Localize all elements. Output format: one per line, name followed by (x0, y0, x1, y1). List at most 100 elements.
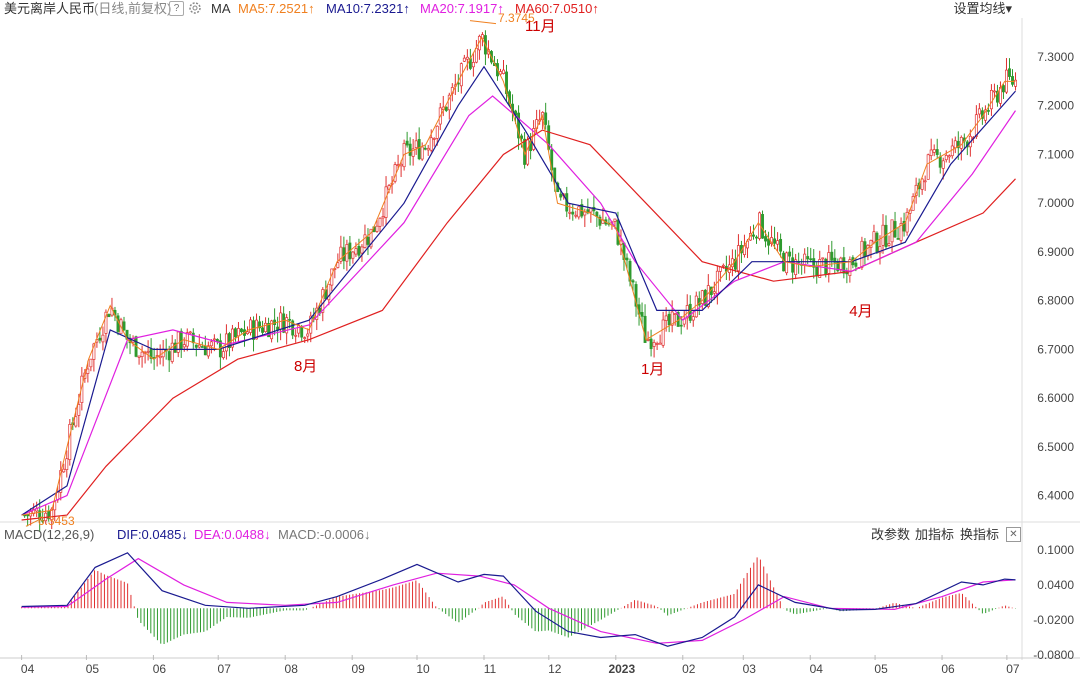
candle-body (869, 239, 873, 248)
candle-body (505, 71, 508, 95)
candle-body (673, 313, 677, 315)
candle-body (926, 154, 930, 180)
candle-body (568, 211, 572, 214)
ma5-value: MA5:7.2521↑ (238, 1, 315, 16)
candle-body (625, 257, 629, 261)
candle-body (336, 262, 340, 268)
candle-body (887, 243, 891, 246)
switch-indicator-button[interactable]: 换指标 (960, 527, 1000, 542)
candle-body (230, 328, 234, 348)
candle-body (288, 318, 292, 321)
candle-body (182, 344, 186, 348)
candle-body (941, 160, 945, 169)
candle-body (375, 225, 379, 232)
candle-body (101, 334, 105, 343)
candle-body (977, 108, 981, 115)
candle-body (197, 344, 201, 348)
candle-body (929, 149, 933, 156)
candle-body (89, 358, 93, 368)
candle-body (396, 164, 400, 166)
candle-body (303, 337, 307, 339)
candle-body (1002, 85, 1005, 93)
candle-body (806, 256, 810, 260)
candle-body (577, 206, 581, 218)
candle-body (116, 315, 120, 332)
candle-body (613, 218, 617, 222)
candle-body (547, 125, 551, 150)
candle-body (794, 259, 798, 275)
candle-body (571, 211, 575, 215)
candle-body (752, 234, 755, 237)
candle-body (595, 211, 599, 217)
candle-body (158, 355, 162, 359)
candle-body (179, 330, 183, 350)
candle-body (68, 424, 72, 460)
candle-body (679, 324, 683, 327)
candle-body (947, 155, 951, 158)
label-1month: 1月 (641, 361, 665, 379)
price-tick-label: 6.4000 (1037, 489, 1074, 503)
macd-dif: DIF:0.0485↓ (117, 527, 188, 542)
candle-body (773, 238, 777, 244)
candle-body (212, 338, 216, 341)
macd-dea: DEA:0.0488↓ (194, 527, 271, 542)
candle-body (384, 186, 388, 218)
candle-body (38, 510, 42, 521)
candle-body (670, 311, 674, 326)
candle-body (414, 140, 418, 149)
ma10-value: MA10:7.2321↑ (326, 1, 410, 16)
price-tick-label: 7.2000 (1037, 99, 1074, 113)
time-tick-label: 10 (416, 662, 430, 676)
macd-title: MACD(12,26,9) (4, 527, 95, 542)
candle-body (26, 514, 30, 517)
candle-body (366, 236, 370, 245)
candle-body (98, 337, 102, 341)
candle-body (959, 137, 963, 149)
candle-body (1011, 76, 1014, 85)
candle-body (809, 258, 813, 261)
candle-body (830, 251, 834, 261)
candle-body (74, 416, 78, 427)
candle-body (872, 231, 876, 243)
candle-body (706, 285, 710, 307)
candle-body (173, 342, 177, 353)
candle-body (992, 90, 996, 93)
candle-body (170, 342, 174, 362)
candle-body (721, 264, 725, 267)
candle-body (643, 315, 647, 343)
time-tick-label: 11 (484, 662, 497, 676)
change-params-button[interactable]: 改参数 (871, 527, 911, 542)
candle-body (249, 319, 252, 333)
candle-body (224, 333, 228, 352)
ma-label: MA (211, 1, 231, 16)
label-8month: 8月 (293, 358, 318, 376)
candle-body (649, 338, 653, 350)
candle-body (755, 236, 758, 239)
candle-body (146, 350, 150, 353)
candle-body (420, 146, 424, 160)
candle-body (137, 355, 141, 358)
candle-body (294, 334, 298, 337)
candle-body (86, 368, 90, 374)
candle-body (736, 245, 740, 272)
candle-body (233, 328, 237, 338)
candle-body (167, 351, 171, 361)
add-indicator-button[interactable]: 加指标 (915, 527, 955, 542)
candle-body (411, 148, 415, 157)
candle-body (104, 311, 108, 334)
price-tick-label: 6.7000 (1037, 342, 1074, 356)
candle-body (517, 112, 521, 139)
candle-body (920, 178, 924, 190)
candle-body (429, 137, 433, 151)
candle-body (788, 251, 792, 257)
close-indicator-icon[interactable]: ✕ (1006, 527, 1021, 542)
candle-body (255, 319, 258, 340)
gear-icon[interactable] (188, 0, 202, 20)
candle-body (327, 283, 331, 301)
help-icon[interactable]: ? (169, 1, 184, 16)
settings-ma-dropdown[interactable]: 设置均线▾ (953, 1, 1012, 16)
candle-body (935, 149, 939, 155)
macd-tick-label: -0.0200 (1033, 613, 1074, 627)
candle-body (185, 332, 189, 347)
